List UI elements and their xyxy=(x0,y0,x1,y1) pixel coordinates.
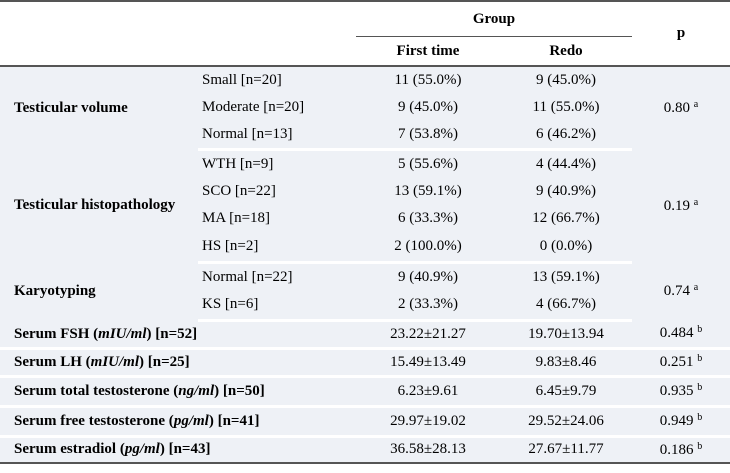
cell-p-testicular-volume: 0.80 a xyxy=(632,65,730,149)
sub-label: Small [n=20] xyxy=(198,65,356,94)
row-label-histopathology: Testicular histopathology xyxy=(0,149,198,262)
cell-redo: 6 (46.2%) xyxy=(500,121,632,151)
cell-redo: 19.70±13.94 xyxy=(500,320,632,350)
cell-redo: 27.67±11.77 xyxy=(500,436,632,464)
cell-first: 5 (55.6%) xyxy=(356,149,500,178)
cell-redo: 6.45±9.79 xyxy=(500,376,632,408)
cell-first: 6 (33.3%) xyxy=(356,205,500,232)
row-label-serum-lh: Serum LH (mIU/ml) [n=25] xyxy=(0,348,356,378)
cell-p: 0.935 b xyxy=(632,376,730,408)
row-label-serum-free-testosterone: Serum free testosterone (pg/ml) [n=41] xyxy=(0,406,356,438)
cell-first: 29.97±19.02 xyxy=(356,406,500,438)
cell-redo: 12 (66.7%) xyxy=(500,205,632,232)
sub-label: WTH [n=9] xyxy=(198,149,356,178)
header-group: Group xyxy=(356,0,632,37)
cell-first: 2 (33.3%) xyxy=(356,291,500,322)
cell-p: 0.484 b xyxy=(632,320,730,350)
cell-redo: 0 (0.0%) xyxy=(500,232,632,264)
cell-redo: 4 (44.4%) xyxy=(500,149,632,178)
cell-redo: 9 (40.9%) xyxy=(500,178,632,205)
cell-redo: 9.83±8.46 xyxy=(500,348,632,378)
cell-p: 0.949 b xyxy=(632,406,730,438)
sub-label: HS [n=2] xyxy=(198,232,356,264)
cell-first: 11 (55.0%) xyxy=(356,65,500,94)
cell-p-karyotyping: 0.74 a xyxy=(632,262,730,320)
cell-redo: 11 (55.0%) xyxy=(500,94,632,121)
cell-redo: 13 (59.1%) xyxy=(500,262,632,291)
cell-first: 2 (100.0%) xyxy=(356,232,500,264)
cell-p-histopathology: 0.19 a xyxy=(632,149,730,262)
sub-label: Normal [n=13] xyxy=(198,121,356,151)
header-redo: Redo xyxy=(500,36,632,66)
row-label-karyotyping: Karyotyping xyxy=(0,262,198,320)
row-label-serum-total-testosterone: Serum total testosterone (ng/ml) [n=50] xyxy=(0,376,356,408)
header-p: p xyxy=(632,0,730,66)
cell-first: 13 (59.1%) xyxy=(356,178,500,205)
cell-first: 15.49±13.49 xyxy=(356,348,500,378)
row-label-testicular-volume: Testicular volume xyxy=(0,65,198,149)
sub-label: KS [n=6] xyxy=(198,291,356,322)
row-label-serum-estradiol: Serum estradiol (pg/ml) [n=43] xyxy=(0,436,356,464)
cell-first: 36.58±28.13 xyxy=(356,436,500,464)
row-label-serum-fsh: Serum FSH (mIU/ml) [n=52] xyxy=(0,320,356,350)
header-first-time: First time xyxy=(356,36,500,66)
sub-label: Moderate [n=20] xyxy=(198,94,356,121)
cell-first: 23.22±21.27 xyxy=(356,320,500,350)
cell-redo: 29.52±24.06 xyxy=(500,406,632,438)
cell-redo: 4 (66.7%) xyxy=(500,291,632,322)
cell-first: 6.23±9.61 xyxy=(356,376,500,408)
cell-first: 7 (53.8%) xyxy=(356,121,500,151)
cell-redo: 9 (45.0%) xyxy=(500,65,632,94)
sub-label: Normal [n=22] xyxy=(198,262,356,291)
cell-p: 0.251 b xyxy=(632,348,730,378)
sub-label: MA [n=18] xyxy=(198,205,356,232)
cell-first: 9 (40.9%) xyxy=(356,262,500,291)
cell-first: 9 (45.0%) xyxy=(356,94,500,121)
cell-p: 0.186 b xyxy=(632,436,730,464)
sub-label: SCO [n=22] xyxy=(198,178,356,205)
